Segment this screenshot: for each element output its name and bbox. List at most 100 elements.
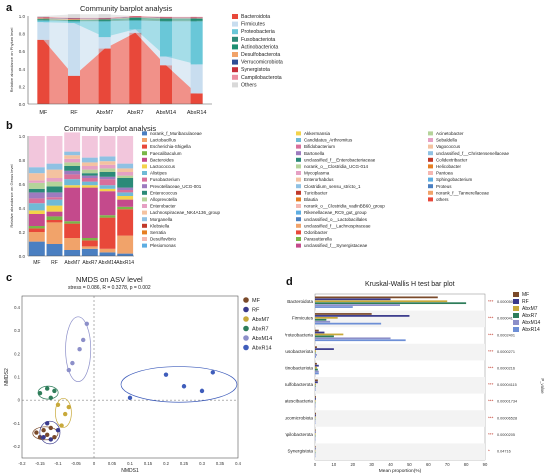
bar-segment-lachnospiraceae_nk4a136_group bbox=[117, 168, 134, 172]
point-abxr7 bbox=[45, 386, 50, 391]
point-abxr14 bbox=[127, 395, 133, 401]
bar-abxm7 bbox=[315, 399, 316, 402]
x-tick-label: 40 bbox=[388, 462, 393, 467]
bar-abxr7 bbox=[315, 385, 316, 388]
bar-segment-enterobacter bbox=[28, 180, 45, 183]
legend-label: Plesiomonas bbox=[150, 243, 177, 248]
area-others bbox=[43, 14, 197, 18]
x-tick-label: 30 bbox=[369, 462, 374, 467]
nmds-scatter-plot: -0.2 -0.15 -0.1 -0.05 0 0.05 0.1 0.15 0.2 0.25 0.3… bbox=[4, 295, 272, 474]
bar-abxr7 bbox=[315, 318, 327, 321]
legend-swatch bbox=[243, 344, 249, 351]
point-mf bbox=[45, 432, 50, 438]
legend-label: others bbox=[436, 197, 449, 202]
category-label: Synergistota bbox=[287, 449, 313, 454]
bar-segment-prevotellaceae_ucg-001 bbox=[81, 175, 98, 178]
legend-label: Fusobacteriota bbox=[241, 37, 275, 43]
bar-abxm7 bbox=[315, 416, 316, 419]
legend-label: Clostridium_sensu_stricto_1 bbox=[304, 184, 361, 189]
legend-label: norank_o__Clostridia_vadinBB60_group bbox=[304, 204, 385, 209]
point-abxr7 bbox=[48, 395, 53, 401]
bar-segment-fusobacteriota bbox=[98, 20, 111, 22]
area-desulfobacterota bbox=[43, 17, 197, 20]
legend-swatch bbox=[232, 74, 238, 80]
bar-mf bbox=[315, 429, 316, 432]
bar-segment-alistipes bbox=[46, 199, 63, 206]
bar-segment-enterococcus bbox=[28, 188, 45, 193]
legend-label: Enterorhabdus bbox=[304, 177, 334, 182]
p-value-label: 0.0000271 bbox=[497, 350, 515, 354]
point-abxr14 bbox=[210, 370, 215, 375]
area-verrucomicrobiota bbox=[43, 16, 197, 20]
bar-segment-alistipes bbox=[99, 185, 116, 189]
legend-swatch bbox=[428, 131, 433, 136]
legend-label: Lactobacillus bbox=[150, 138, 177, 143]
legend-label: Bacteroidota bbox=[241, 14, 270, 20]
legend-label: Turicibacter bbox=[304, 190, 328, 195]
bar-segment-firmicutes bbox=[190, 64, 203, 94]
legend-label: unclassified_f__Enterobacteriaceae bbox=[304, 157, 376, 162]
point-abxm14 bbox=[77, 347, 82, 352]
bar-segment-others bbox=[117, 136, 134, 164]
bar-abxm14 bbox=[315, 387, 316, 389]
bar-segment-escherichia-shigella bbox=[64, 223, 81, 238]
area-campilobacterota bbox=[43, 16, 197, 19]
x-tick-label: AbxR14 bbox=[187, 110, 207, 116]
bar-abxm14 bbox=[315, 337, 391, 340]
bar-segment-fusobacteriota bbox=[190, 20, 203, 22]
bar-segment-lactococcus bbox=[28, 210, 45, 214]
legend-swatch bbox=[142, 230, 147, 235]
p-value-label: 0.000041 bbox=[497, 317, 513, 321]
legend-swatch bbox=[243, 335, 249, 341]
legend-swatch bbox=[513, 327, 519, 332]
p-value-label: 0.00005040 bbox=[497, 300, 517, 304]
bar-segment-lactococcus bbox=[46, 205, 63, 212]
legend-swatch bbox=[142, 197, 147, 202]
legend-swatch bbox=[513, 292, 519, 297]
bar-segment-lachnospiraceae_nk4a136_group bbox=[28, 173, 45, 181]
legend-swatch bbox=[232, 29, 238, 35]
legend-swatch bbox=[296, 243, 301, 248]
bar-abxm7 bbox=[315, 316, 338, 319]
legend-swatch bbox=[296, 223, 301, 228]
legend-swatch bbox=[428, 171, 433, 175]
bar-segment-proteobacteria bbox=[37, 20, 50, 23]
x-tick-label: 0.2 bbox=[163, 461, 169, 466]
bar-segment-faecalibaculum bbox=[64, 221, 81, 224]
legend-label: Candidatus_Arthromitus bbox=[304, 138, 353, 143]
ellipse-abxr14 bbox=[120, 366, 238, 403]
bar-segment-bacteroidota bbox=[98, 48, 111, 104]
bar-abxm7 bbox=[315, 350, 316, 352]
significance-stars: * bbox=[488, 449, 490, 454]
x-tick-label: 50 bbox=[407, 462, 412, 467]
legend-swatch bbox=[142, 237, 147, 241]
bar-rf bbox=[315, 348, 334, 350]
legend-swatch bbox=[428, 164, 433, 169]
x-tick-label: 0.1 bbox=[127, 461, 133, 466]
point-rf bbox=[45, 421, 50, 426]
bar-abxr14 bbox=[315, 339, 406, 342]
bar-segment-actinobacteriota bbox=[37, 19, 50, 20]
p-value-label: 0.0002401 bbox=[497, 333, 515, 337]
legend-swatch bbox=[243, 316, 249, 322]
y-tick-label: 1.0 bbox=[19, 14, 26, 19]
bar-segment-proteobacteria bbox=[160, 21, 172, 57]
bar-segment-morganella bbox=[81, 157, 98, 163]
significance-stars: *** bbox=[488, 366, 494, 371]
category-label: Verrucomicrobiota bbox=[285, 415, 313, 420]
bar-segment-morganella bbox=[117, 163, 134, 169]
legend-swatch bbox=[428, 177, 433, 182]
bar-abxr7 bbox=[315, 302, 467, 305]
legend-swatch bbox=[142, 243, 147, 248]
bar-segment-actinobacteriota bbox=[190, 18, 203, 21]
area-proteobacteria bbox=[43, 20, 197, 65]
bar-abxm14 bbox=[315, 354, 317, 356]
point-abxm7 bbox=[62, 411, 68, 417]
point-abxm7 bbox=[66, 404, 72, 410]
bar-segment-fusobacteriota bbox=[129, 19, 142, 21]
legend-swatch bbox=[296, 230, 301, 235]
bar-segment-fusobacterium bbox=[46, 197, 63, 200]
point-abxr14 bbox=[199, 388, 205, 394]
point-abxr14 bbox=[163, 372, 169, 377]
